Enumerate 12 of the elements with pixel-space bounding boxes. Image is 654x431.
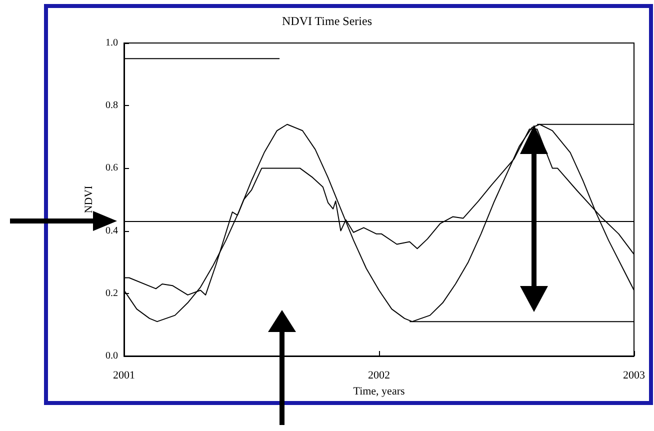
- x-tick-label: 2003: [623, 370, 646, 382]
- y-axis-title: NDVI: [83, 185, 96, 214]
- x-tick-label: 2001: [113, 370, 135, 382]
- x-axis-title: Time, years: [353, 386, 405, 398]
- y-tick-label: 0.6: [106, 162, 118, 174]
- x-tick-label: 2002: [368, 370, 390, 382]
- y-tick-label: 0.4: [106, 225, 118, 236]
- y-tick-label: 1.0: [106, 38, 118, 48]
- y-tick-label: 0.0: [106, 350, 118, 362]
- y-tick-label: 0.8: [106, 100, 118, 112]
- y-tick-label: 0.2: [106, 288, 118, 299]
- chart-title: NDVI Time Series: [282, 14, 372, 28]
